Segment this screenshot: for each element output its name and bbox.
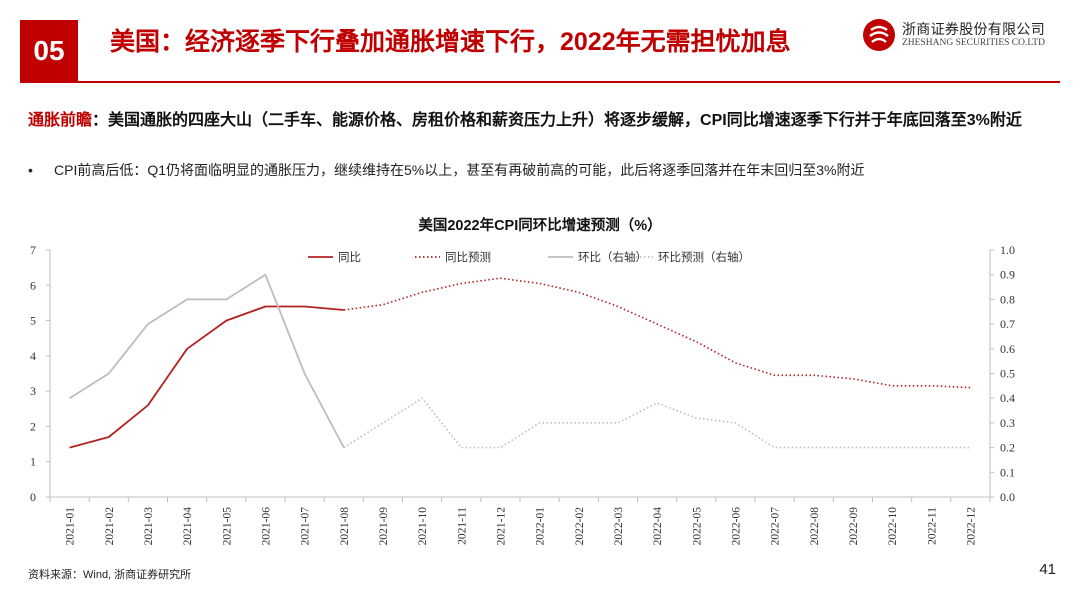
chart-svg: 美国2022年CPI同环比增速预测（%） 0 1 2 3 4 5 6 7 0.0 0.1 0.2 0.… [30, 216, 1015, 545]
x-category-label: 2021-07 [300, 507, 312, 546]
left-tick-label: 7 [30, 243, 36, 257]
x-category-label: 2022-11 [926, 507, 938, 545]
x-category-label: 2022-09 [848, 507, 860, 546]
headline: 通胀前瞻：美国通胀的四座大山（二手车、能源价格、房租价格和薪资压力上升）将逐步缓… [28, 110, 1048, 131]
right-tick-label: 0.8 [1000, 292, 1015, 306]
x-category-label: 2021-02 [104, 507, 116, 546]
headline-lead: 通胀前瞻 [28, 112, 93, 129]
section-number-badge: 05 [20, 20, 78, 82]
axes-layer: 0 1 2 3 4 5 6 7 0.0 0.1 0.2 0.3 0.4 0.5 0.6 0.7 0.8 0.9 1.… [30, 243, 1015, 545]
x-category-label: 2021-01 [65, 507, 77, 546]
x-category-label: 2021-05 [221, 507, 233, 546]
right-tick-label: 0.5 [1000, 367, 1015, 381]
left-tick-label: 0 [30, 490, 36, 504]
right-tick-label: 0.7 [1000, 317, 1015, 331]
x-category-label: 2021-12 [495, 507, 507, 546]
right-tick-label: 0.6 [1000, 342, 1015, 356]
x-category-label: 2022-12 [965, 507, 977, 546]
x-category-label: 2022-02 [574, 507, 586, 546]
series-line-1 [343, 277, 971, 389]
chart-title: 美国2022年CPI同环比增速预测（%） [418, 216, 661, 234]
x-category-label: 2021-04 [182, 507, 194, 546]
right-tick-label: 0.2 [1000, 441, 1015, 455]
chart-legend: 同比 同比预测 环比（右轴） 环比预测（右轴） [308, 250, 750, 264]
x-category-label: 2022-01 [535, 507, 547, 546]
series-line-0 [69, 305, 344, 449]
legend-label-3: 环比预测（右轴） [658, 250, 750, 264]
left-tick-label: 5 [30, 314, 36, 328]
logo-company-name-cn: 浙商证券股份有限公司 [902, 22, 1045, 38]
x-category-label: 2022-03 [613, 507, 625, 546]
x-category-label: 2021-08 [339, 507, 351, 546]
legend-label-2: 环比（右轴） [578, 250, 647, 264]
x-category-label: 2022-05 [691, 507, 703, 546]
right-tick-label: 0.3 [1000, 416, 1015, 430]
right-tick-label: 0.4 [1000, 391, 1015, 405]
left-tick-label: 6 [30, 278, 36, 292]
x-category-label: 2022-07 [770, 507, 782, 546]
x-category-label: 2021-11 [456, 507, 468, 545]
source-note: 资料来源：Wind, 浙商证券研究所 [28, 569, 192, 581]
right-tick-label: 0.0 [1000, 490, 1015, 504]
x-category-label: 2021-03 [143, 507, 155, 546]
x-category-label: 2022-08 [809, 507, 821, 546]
legend-label-1: 同比预测 [445, 251, 491, 264]
right-tick-label: 0.9 [1000, 268, 1015, 282]
headline-text: ：美国通胀的四座大山（二手车、能源价格、房租价格和薪资压力上升）将逐步缓解，CP… [92, 112, 1022, 129]
series-line-2 [69, 273, 345, 449]
right-tick-label: 1.0 [1000, 243, 1015, 257]
x-category-label: 2022-10 [887, 507, 899, 546]
page-number: 41 [1039, 561, 1056, 578]
legend-label-0: 同比 [338, 251, 361, 264]
x-category-label: 2021-09 [378, 507, 390, 546]
left-tick-label: 2 [30, 419, 36, 433]
bullet-text: CPI前高后低：Q1仍将面临明显的通胀压力，继续维持在5%以上，甚至有再破前高的… [54, 162, 865, 178]
company-logo: 浙商证券股份有限公司 ZHESHANG SECURITIES CO.LTD [862, 18, 1052, 54]
x-category-label: 2021-10 [417, 507, 429, 546]
bullet-point: • CPI前高后低：Q1仍将面临明显的通胀压力，继续维持在5%以上，甚至有再破前高… [28, 160, 864, 180]
left-tick-label: 3 [30, 384, 36, 398]
series-line-3 [343, 397, 971, 449]
x-category-label: 2022-04 [652, 507, 664, 546]
x-category-label: 2021-06 [260, 507, 272, 546]
page-title: 美国：经济逐季下行叠加通胀增速下行，2022年无需担忧加息 [110, 28, 791, 56]
x-category-label: 2022-06 [730, 507, 742, 546]
left-tick-label: 4 [30, 349, 36, 363]
left-tick-label: 1 [30, 455, 36, 469]
logo-company-name-en: ZHESHANG SECURITIES CO.LTD [902, 38, 1045, 48]
bullet-marker: • [28, 162, 33, 178]
right-tick-label: 0.1 [1000, 465, 1015, 479]
title-divider [20, 81, 1060, 83]
logo-mark-icon [863, 19, 895, 51]
cpi-forecast-chart: 美国2022年CPI同环比增速预测（%） 0 1 2 3 4 5 6 7 0.0 0.1 0.2 0.… [0, 200, 1080, 580]
series-layer [69, 273, 971, 449]
